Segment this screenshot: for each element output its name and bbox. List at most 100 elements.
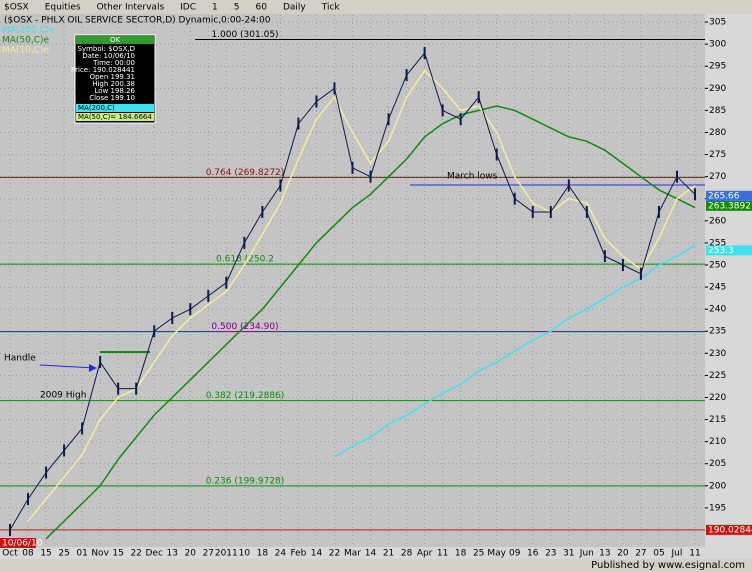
footer-bg (0, 559, 752, 572)
y-tick-label: 270 (709, 172, 726, 182)
x-tick-label: 22 (329, 549, 340, 559)
data-window-line: Symbol: $OSX,D (78, 45, 135, 53)
series-line (9, 51, 696, 531)
toolbar-item: 60 (255, 3, 267, 13)
price-marker-bg (706, 200, 752, 211)
y-tick-label: 205 (709, 459, 726, 469)
x-tick-label: 10 (239, 549, 251, 559)
x-tick-label: 15 (112, 549, 123, 559)
x-tick-label: Oct (2, 549, 18, 559)
data-window-line: Price: 190.028441 (71, 66, 135, 74)
x-tick-label: Jun (579, 549, 594, 559)
annotation: March lows (447, 172, 498, 182)
price-marker: 263.3892 (708, 201, 751, 211)
x-tick-label: 11 (437, 549, 448, 559)
y-tick-label: 260 (709, 216, 726, 226)
arrow-head (89, 364, 97, 372)
y-tick-label: 200 (709, 481, 726, 491)
toolbar-item: 1 (212, 3, 218, 13)
data-window-line: Low 198.26 (94, 87, 135, 95)
toolbar-item: $OSX (4, 3, 29, 13)
x-tick-label: 31 (563, 549, 574, 559)
toolbar-item: 5 (234, 3, 240, 13)
y-tick-label: 255 (709, 238, 726, 248)
price-marker: 190.028441 (708, 525, 752, 535)
x-tick-label: 18 (257, 549, 269, 559)
cursor-date-bg (0, 538, 36, 548)
legend-entry: MA(10,C)e (2, 46, 50, 56)
y-tick-label: 210 (709, 437, 726, 447)
legend-entry: MA(200,C)e (2, 26, 55, 36)
x-axis: Oct 08 15 25 01 Nov 15 22 Dec 13 20 27 2011 10 18 24 Feb… (2, 549, 701, 559)
fib-label: 0.618 (250.2 (216, 255, 274, 265)
y-tick-label: 295 (709, 62, 726, 72)
cursor-date: 10/06/10 (2, 539, 43, 549)
y-tick-label: 195 (709, 503, 726, 513)
fib-label: 1.000 (301.05) (211, 30, 278, 40)
y-tick-label: 235 (709, 327, 726, 337)
y-tick-label: 230 (709, 349, 726, 359)
annotation: 2009 High (40, 391, 86, 401)
y-tick-label: 215 (709, 415, 726, 425)
fib-label: 0.382 (219.2886) (206, 391, 285, 401)
price-marker: 253.3 (708, 246, 734, 256)
y-tick-label: 290 (709, 84, 726, 94)
x-tick-label: 09 (509, 549, 521, 559)
x-tick-label: Nov (91, 549, 109, 559)
fib-label: 0.236 (199.9728) (206, 476, 285, 486)
price-marker-bg (706, 190, 752, 201)
series-line (27, 69, 696, 522)
data-window-line: Close 199.10 (89, 94, 135, 102)
x-tick-label: 21 (383, 549, 394, 559)
x-tick-label: 25 (473, 549, 484, 559)
x-tick-label: 25 (58, 549, 69, 559)
series-line (45, 105, 696, 540)
x-tick-label: 15 (40, 549, 51, 559)
toolbar-bg (0, 0, 752, 14)
data-window-head (76, 36, 154, 44)
y-axis: 1952002052102152202252302352402452502552… (705, 18, 752, 535)
y-tick-label: 220 (709, 393, 726, 403)
x-tick-label: 14 (365, 549, 377, 559)
y-tick-label: 240 (709, 305, 726, 315)
ma200-text: MA(200,C) (78, 104, 115, 112)
annotation: Handle (4, 354, 36, 364)
x-tick-label: 27 (635, 549, 646, 559)
toolbar: $OSX Equities Other Intervals IDC 1 5 60 Daily T… (4, 3, 340, 13)
x-tick-label: 2011 (215, 549, 238, 559)
y-tick-label: 250 (709, 260, 726, 270)
footer: Published by www.esignal.com (591, 560, 745, 571)
x-tick-label: 01 (76, 549, 87, 559)
legend-entry: MA(50,C)e (2, 36, 50, 46)
ma200-bg (76, 104, 154, 112)
toolbar-item: Daily (283, 3, 306, 13)
fib-label: 0.764 (269.8272) (206, 168, 285, 178)
x-tick-label: 18 (455, 549, 467, 559)
y-tick-label: 280 (709, 128, 726, 138)
price-marker: 265.66 (708, 191, 740, 201)
x-tick-label: 24 (275, 549, 287, 559)
toolbar-item: Tick (321, 3, 341, 13)
y-tick-label: 245 (709, 283, 726, 293)
data-window-line: Date: 10/06/10 (82, 52, 135, 60)
x-tick-label: Jul (671, 549, 683, 559)
x-tick-label: 11 (689, 549, 700, 559)
x-tick-label: May (487, 549, 506, 559)
toolbar-item: Equities (45, 3, 81, 13)
series-line (334, 244, 696, 458)
chart-title: ($OSX - PHLX OIL SERVICE SECTOR,D) Dynam… (4, 16, 271, 26)
fib-label: 0.500 (234.90) (211, 322, 278, 332)
data-window-line: Time: 00:00 (92, 59, 135, 67)
y-tick-label: 225 (709, 371, 726, 381)
x-tick-label: Dec (145, 549, 162, 559)
ma50-text: MA(50,C)= 184.6664 (78, 113, 152, 121)
x-tick-label: 13 (167, 549, 178, 559)
x-tick-label: 20 (617, 549, 629, 559)
x-tick-label: 23 (545, 549, 556, 559)
y-tick-label: 305 (709, 18, 726, 28)
y-tick-label: 285 (709, 106, 726, 116)
legend: MA(200,C)eMA(50,C)eMA(10,C)e (2, 26, 55, 56)
